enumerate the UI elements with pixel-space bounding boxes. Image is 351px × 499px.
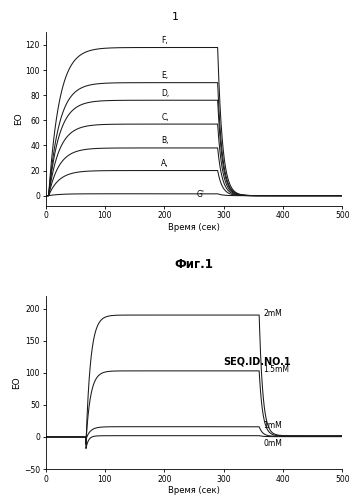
X-axis label: Время (сек): Время (сек) xyxy=(168,487,220,496)
Text: SEQ.ID.NO.1: SEQ.ID.NO.1 xyxy=(224,357,291,367)
Text: 1mM: 1mM xyxy=(263,421,282,430)
Text: 2mM: 2mM xyxy=(263,309,282,318)
Text: 1: 1 xyxy=(172,12,179,22)
Text: 0mM: 0mM xyxy=(263,439,282,448)
Text: 1.5mM: 1.5mM xyxy=(263,365,289,374)
Text: G': G' xyxy=(197,190,205,199)
Text: A,: A, xyxy=(161,159,169,168)
Text: D,: D, xyxy=(161,89,170,98)
X-axis label: Время (сек): Время (сек) xyxy=(168,223,220,232)
Text: F,: F, xyxy=(161,36,168,45)
Text: E,: E, xyxy=(161,71,168,80)
Text: B,: B, xyxy=(161,136,169,145)
Text: Фиг.1: Фиг.1 xyxy=(174,257,213,270)
Y-axis label: ЕО: ЕО xyxy=(12,376,21,389)
Y-axis label: ЕО: ЕО xyxy=(14,113,23,125)
Text: C,: C, xyxy=(161,113,169,122)
